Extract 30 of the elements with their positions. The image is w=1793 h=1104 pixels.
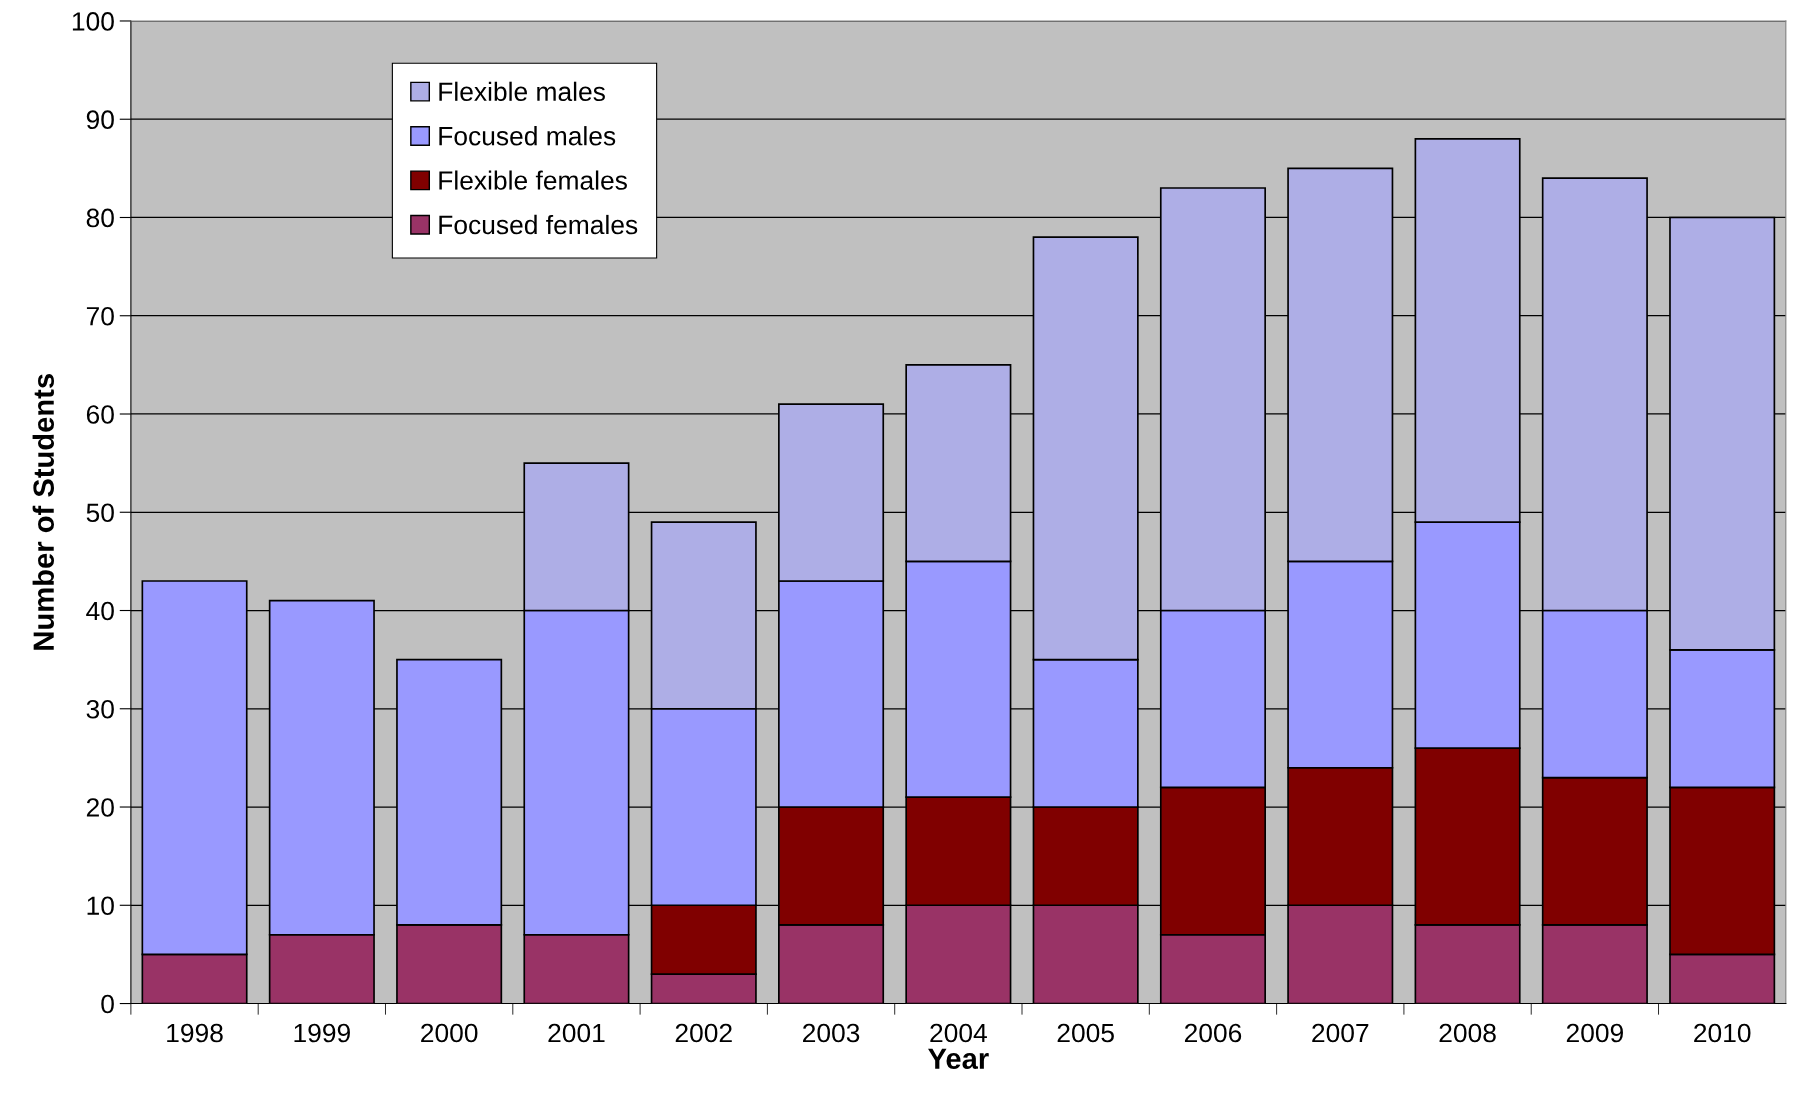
x-tick-label: 1998	[167, 1023, 223, 1043]
legend-label: Flexible females	[439, 170, 627, 190]
x-tick-label: 2007	[1312, 1023, 1369, 1043]
x-tick-label: 2004	[930, 1023, 987, 1043]
y-tick-label: 30	[86, 699, 114, 719]
x-tick-label: 1999	[294, 1023, 350, 1043]
x-tick-label: 2003	[803, 1023, 860, 1043]
y-tick-label: 0	[101, 994, 114, 1014]
x-axis-title: Year	[928, 1048, 989, 1069]
x-tick-label: 2009	[1566, 1023, 1623, 1043]
y-tick-label: 70	[86, 306, 114, 326]
legend-label: Focused males	[439, 126, 616, 146]
y-tick-label: 90	[86, 110, 114, 130]
legend-label: Focused females	[439, 214, 638, 235]
x-tick-label: 2000	[421, 1023, 478, 1043]
y-tick-label: 20	[86, 798, 114, 817]
y-tick-label: 40	[86, 601, 114, 621]
x-tick-label: 2002	[675, 1023, 732, 1043]
x-tick-label: 2010	[1694, 1023, 1751, 1043]
x-tick-label: 2008	[1439, 1023, 1496, 1043]
x-tick-label: 2005	[1057, 1023, 1114, 1043]
x-tick-label: 2006	[1184, 1023, 1242, 1043]
y-tick-label: 60	[86, 405, 114, 424]
x-tick-label: 2001	[548, 1023, 605, 1043]
y-tick-label: 100	[72, 12, 114, 31]
y-tick-label: 80	[86, 208, 114, 228]
y-tick-label: 50	[86, 503, 114, 523]
y-axis-title: Number of Students	[32, 374, 55, 650]
y-tick-label: 10	[87, 896, 114, 916]
legend-label: Flexible males	[439, 81, 605, 102]
